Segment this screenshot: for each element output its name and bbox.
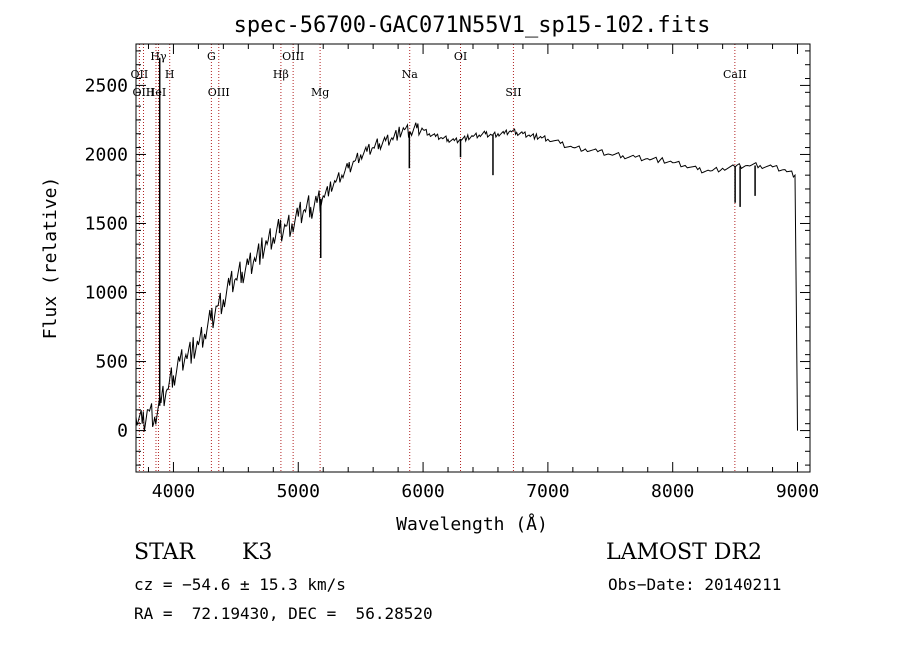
x-tick-label-4: 8000 <box>651 481 694 502</box>
y-tick-label-2: 1000 <box>85 283 128 304</box>
x-tick-label-0: 4000 <box>152 481 195 502</box>
y-tick-label-1: 500 <box>95 352 128 373</box>
x-tick-label-3: 7000 <box>526 481 569 502</box>
line-marker-label-10: Na <box>402 68 419 81</box>
line-marker-label-8: OIII <box>282 50 304 63</box>
line-marker-label-5: G <box>207 50 216 63</box>
line-marker-label-2: OIII <box>132 86 154 99</box>
chart-title: spec-56700-GAC071N55V1_sp15-102.fits <box>234 13 711 38</box>
spectrum-series-0 <box>135 122 798 432</box>
line-marker-label-0: OII <box>131 68 149 81</box>
line-marker-label-4: H <box>165 68 175 81</box>
line-marker-label-6: OIII <box>208 86 230 99</box>
redshift-velocity: cz = −54.6 ± 15.3 km/s <box>134 575 346 594</box>
y-axis-label: Flux (relative) <box>40 177 61 340</box>
x-axis-label: Wavelength (Å) <box>396 513 548 535</box>
x-tick-label-1: 5000 <box>277 481 320 502</box>
y-tick-label-3: 1500 <box>85 213 128 234</box>
line-marker-label-1: Hγ <box>150 50 167 63</box>
plot-area <box>135 57 798 432</box>
observation-date: Obs−Date: 20140211 <box>608 575 782 594</box>
object-class: STAR <box>134 540 195 565</box>
line-marker-label-9: Mg <box>311 86 329 99</box>
y-tick-label-0: 0 <box>117 421 128 442</box>
x-tick-label-5: 9000 <box>776 481 819 502</box>
line-marker-label-11: OI <box>454 50 467 63</box>
survey-name: LAMOST DR2 <box>606 540 762 565</box>
line-marker-label-13: CaII <box>723 68 747 81</box>
object-subclass: K3 <box>242 540 273 565</box>
plot-frame <box>135 43 811 473</box>
y-tick-label-4: 2000 <box>85 144 128 165</box>
axes: 4000 5000 6000 7000 8000 9000 0 500 1000 1500 2000… <box>85 43 819 502</box>
y-tick-label-5: 2500 <box>85 75 128 96</box>
line-marker-label-3: HeI <box>146 86 166 99</box>
coordinates: RA = 72.19430, DEC = 56.28520 <box>134 604 433 623</box>
x-tick-label-2: 6000 <box>401 481 444 502</box>
line-marker-label-12: SII <box>505 86 521 99</box>
line-marker-label-7: Hβ <box>273 68 289 81</box>
